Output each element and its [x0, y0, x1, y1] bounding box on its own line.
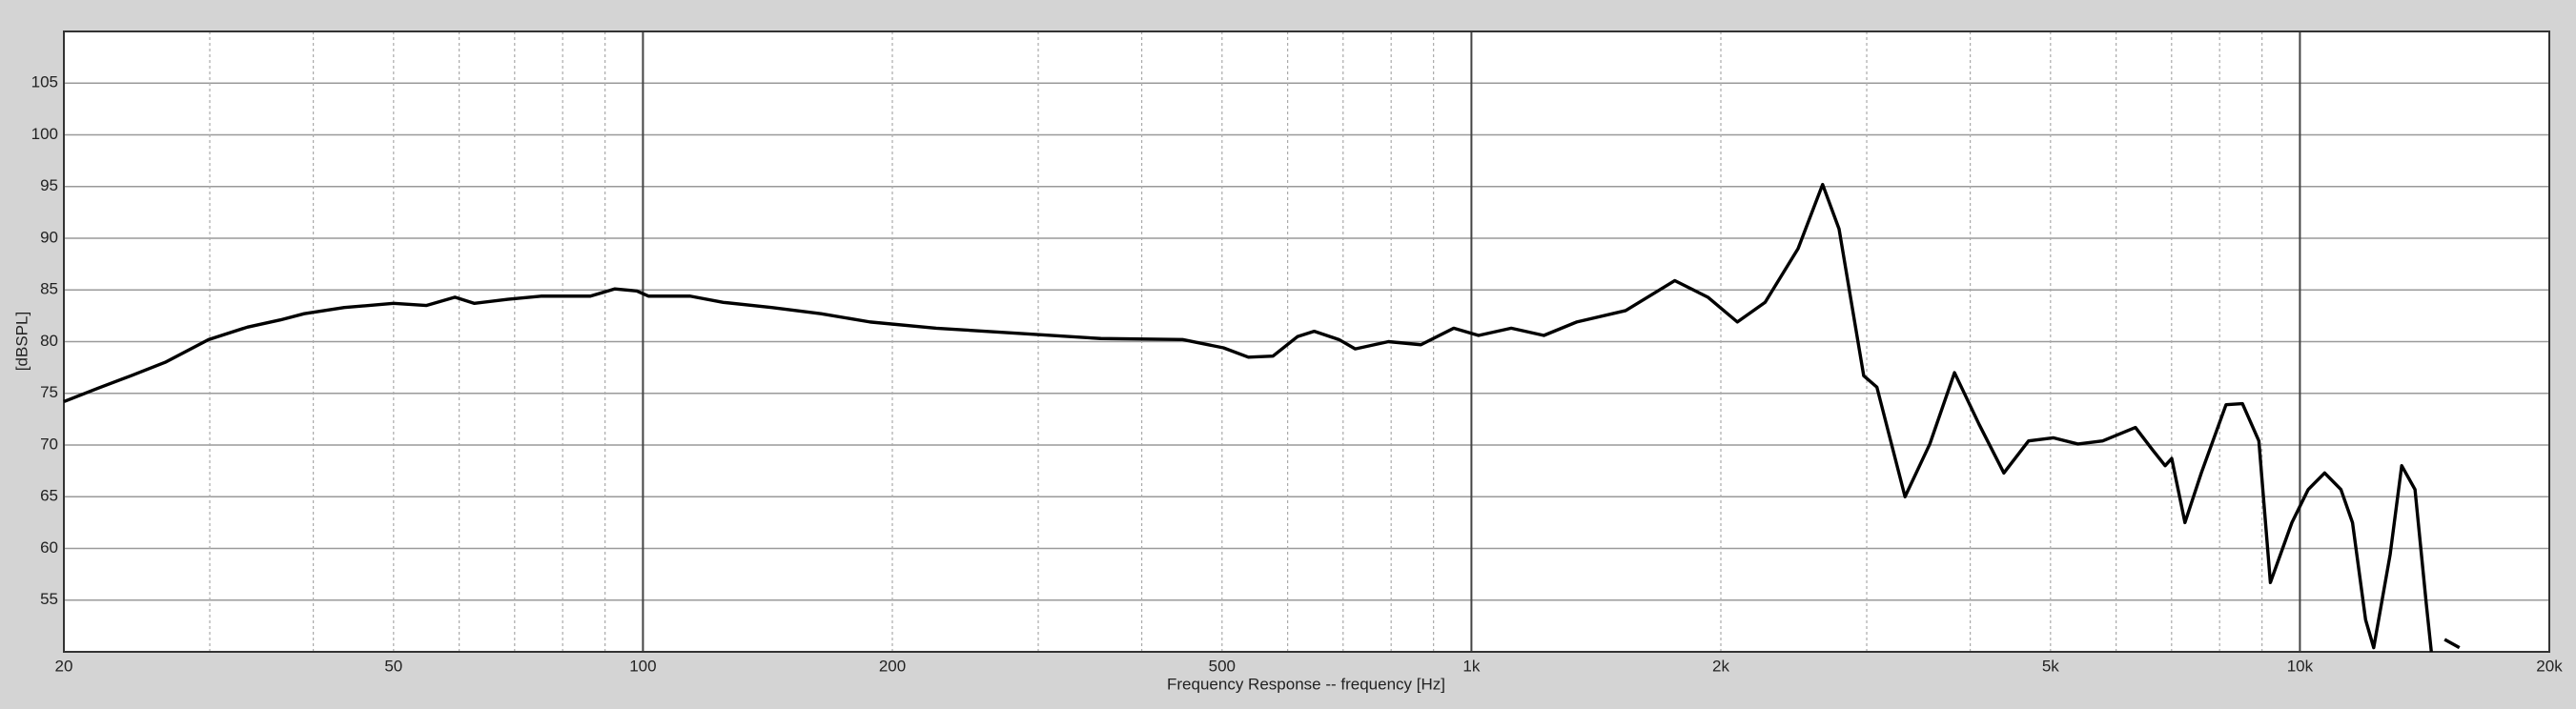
y-tick-label: 85 [40, 280, 58, 298]
y-tick-label: 80 [40, 332, 58, 350]
y-tick-label: 70 [40, 435, 58, 453]
x-tick-label: 500 [1209, 657, 1236, 675]
x-tick-label: 1k [1462, 657, 1480, 675]
y-axis-title: [dBSPL] [12, 312, 31, 371]
x-tick-label: 20 [55, 657, 73, 675]
x-axis-title: Frequency Response -- frequency [Hz] [1167, 675, 1445, 693]
plot-border [63, 30, 2550, 653]
response-line [63, 182, 2461, 653]
x-tick-label: 200 [879, 657, 906, 675]
x-tick-label: 100 [629, 657, 656, 675]
x-tick-label: 5k [2042, 657, 2059, 675]
x-tick-label: 10k [2287, 657, 2314, 675]
x-tick-label: 2k [1712, 657, 1729, 675]
y-tick-label: 105 [31, 73, 58, 91]
y-tick-label: 55 [40, 590, 58, 608]
y-tick-label: 75 [40, 383, 58, 401]
y-tick-label: 65 [40, 487, 58, 505]
y-tick-label: 95 [40, 176, 58, 194]
y-tick-label: 90 [40, 228, 58, 246]
y-tick-label: 60 [40, 538, 58, 557]
x-tick-label: 20k [2536, 657, 2563, 675]
x-tick-label: 50 [384, 657, 402, 675]
y-tick-label: 100 [31, 125, 58, 143]
